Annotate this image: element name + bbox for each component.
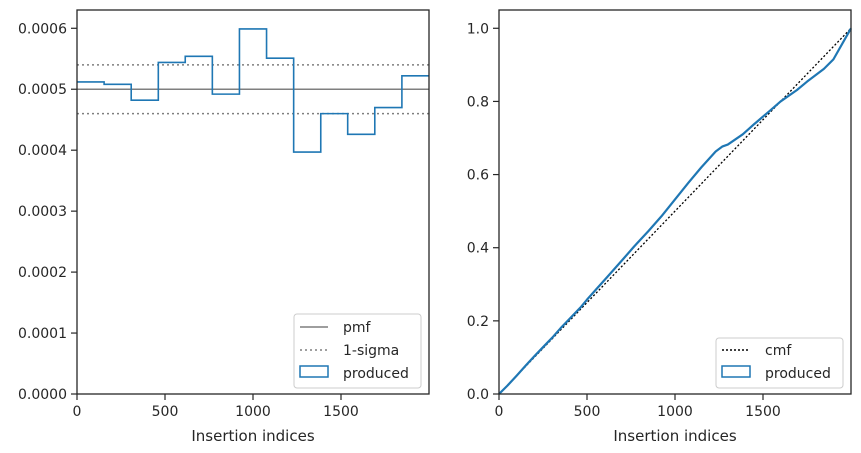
y-tick-label: 0.0003 [18, 204, 67, 220]
x-tick-label: 500 [152, 404, 179, 420]
y-tick-label: 0.2 [467, 314, 489, 330]
x-tick-label: 1500 [745, 404, 781, 420]
left-x-axis-label: Insertion indices [191, 427, 314, 445]
y-tick-label: 0.0006 [18, 21, 67, 37]
left-panel: 0 500 1000 1500 0.00000.00010.00020.00030.0… [18, 9, 430, 445]
y-tick-label: 0.0000 [18, 387, 67, 403]
right-chart-marks [498, 27, 852, 395]
x-tick-label: 1500 [323, 404, 359, 420]
y-tick-label: 0.6 [467, 168, 489, 184]
right-x-ticks: 0 500 1000 1500 [495, 394, 781, 420]
produced-cdf-line [498, 27, 852, 395]
left-legend-box [293, 313, 422, 389]
left-y-ticks: 0.0000 0.0001 0.0002 0.0003 0.0004 0.0005 0.00… [18, 21, 77, 403]
legend-produced-label-right: produced [765, 366, 831, 382]
y-tick-label: 0.0004 [18, 143, 67, 159]
right-legend: cmf produced [715, 337, 844, 389]
left-chart-marks [77, 28, 429, 153]
legend-pmf-label: pmf [343, 320, 372, 336]
y-tick-label: 1.0 [467, 21, 489, 37]
x-tick-label: 500 [574, 404, 601, 420]
right-panel: 0 500 1000 1500 0.0 0.2 0.4 0.6 0.8 1.0 Insertio… [467, 9, 852, 445]
x-tick-label: 0 [73, 404, 82, 420]
y-tick-label: 0.0001 [18, 326, 67, 342]
x-tick-label: 1000 [657, 404, 693, 420]
right-y-ticks: 0.0 0.2 0.4 0.6 0.8 1.0 [467, 21, 499, 403]
legend-sigma-label: 1-sigma [343, 343, 399, 359]
x-tick-label: 0 [495, 404, 504, 420]
y-tick-label: 0.0002 [18, 265, 67, 281]
y-tick-label: 0.0 [467, 387, 489, 403]
legend-cmf-label: cmf [765, 343, 792, 359]
y-tick-label: 0.8 [467, 94, 489, 110]
left-legend: pmf 1-sigma produced [293, 313, 422, 389]
y-tick-label: 0.0005 [18, 82, 67, 98]
left-x-ticks: 0 500 1000 1500 [73, 394, 359, 420]
legend-produced-swatch [299, 365, 329, 378]
y-tick-label: 0.4 [467, 241, 489, 257]
right-x-axis-label: Insertion indices [613, 427, 736, 445]
x-tick-label: 1000 [235, 404, 271, 420]
produced-histogram [77, 28, 429, 153]
legend-produced-swatch-right [721, 365, 751, 378]
right-axes-frame [498, 9, 852, 395]
legend-produced-label-left: produced [343, 366, 409, 382]
